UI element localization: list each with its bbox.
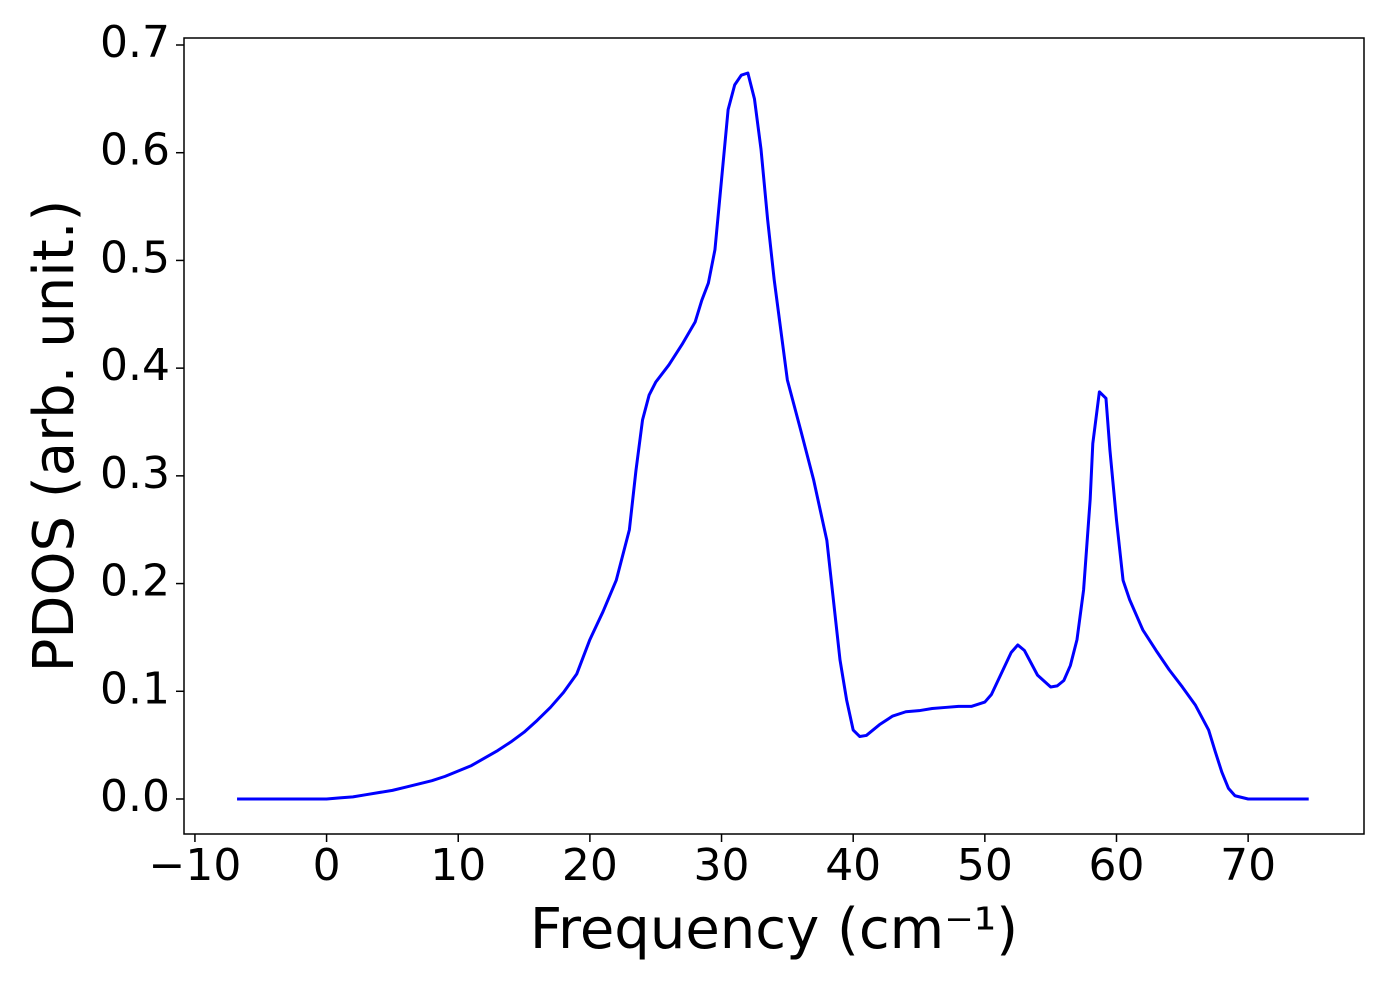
y-tick-label: 0.2	[100, 556, 170, 607]
x-axis-label: Frequency (cm⁻¹)	[530, 897, 1018, 962]
x-tick-label: 0	[313, 840, 341, 891]
data-line	[237, 71, 1309, 801]
y-axis-label: PDOS (arb. unit.)	[22, 200, 87, 673]
y-tick-label: 0.3	[100, 448, 170, 499]
x-tick-label: 50	[957, 840, 1013, 891]
y-tick-label: 0.7	[100, 17, 170, 68]
y-tick-label: 0.6	[100, 125, 170, 176]
x-tick-label: −10	[148, 840, 241, 891]
x-tick-label: 20	[562, 840, 618, 891]
y-tick-label: 0.0	[100, 771, 170, 822]
x-tick-label: 70	[1220, 840, 1276, 891]
y-tick-label: 0.5	[100, 232, 170, 283]
plot-frame	[183, 37, 1365, 835]
y-tick-label: 0.1	[100, 663, 170, 714]
x-tick-label: 40	[825, 840, 881, 891]
x-tick-label: 10	[430, 840, 486, 891]
y-tick-label: 0.4	[100, 340, 170, 391]
x-tick-label: 60	[1088, 840, 1144, 891]
x-tick-label: 30	[694, 840, 750, 891]
